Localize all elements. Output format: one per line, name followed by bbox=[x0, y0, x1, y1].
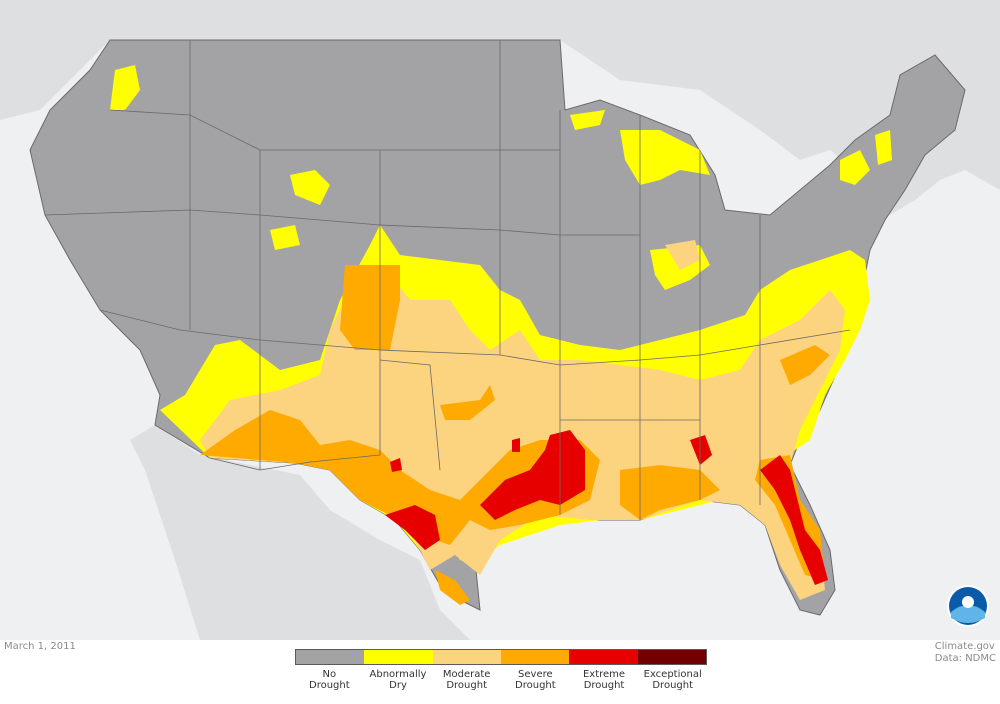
state-borders bbox=[44, 40, 851, 520]
legend-label-abnormally-dry: Abnormally Dry bbox=[369, 669, 427, 691]
date-label: March 1, 2011 bbox=[4, 641, 76, 652]
legend: No Drought Abnormally Dry Moderate Droug… bbox=[295, 649, 707, 691]
legend-labels: No Drought Abnormally Dry Moderate Droug… bbox=[295, 669, 707, 691]
credit: Climate.gov Data: NDMC bbox=[935, 641, 996, 665]
drought-map bbox=[0, 0, 1000, 640]
canada-land bbox=[0, 0, 1000, 215]
mexico-land bbox=[130, 425, 470, 640]
legend-swatch-abnormally-dry bbox=[364, 650, 433, 664]
legend-swatch-no-drought bbox=[296, 650, 365, 664]
noaa-logo bbox=[947, 585, 989, 627]
footer: March 1, 2011 Climate.gov Data: NDMC No … bbox=[0, 640, 1000, 704]
baja-land bbox=[145, 430, 225, 640]
extreme-drought-areas bbox=[385, 430, 828, 585]
legend-swatch-extreme bbox=[569, 650, 638, 664]
legend-label-moderate: Moderate Drought bbox=[442, 669, 491, 691]
legend-label-extreme: Extreme Drought bbox=[582, 669, 626, 691]
legend-label-severe: Severe Drought bbox=[515, 669, 556, 691]
legend-swatches bbox=[295, 649, 707, 665]
legend-swatch-moderate bbox=[432, 650, 501, 664]
moderate-drought-areas bbox=[200, 240, 845, 600]
legend-label-no-drought: No Drought bbox=[309, 669, 350, 691]
credit-source: Climate.gov bbox=[934, 641, 995, 652]
legend-label-exceptional: Exceptional Drought bbox=[643, 669, 702, 691]
credit-data: Data: NDMC bbox=[934, 653, 996, 664]
legend-swatch-exceptional bbox=[637, 650, 706, 664]
legend-swatch-severe bbox=[500, 650, 570, 664]
